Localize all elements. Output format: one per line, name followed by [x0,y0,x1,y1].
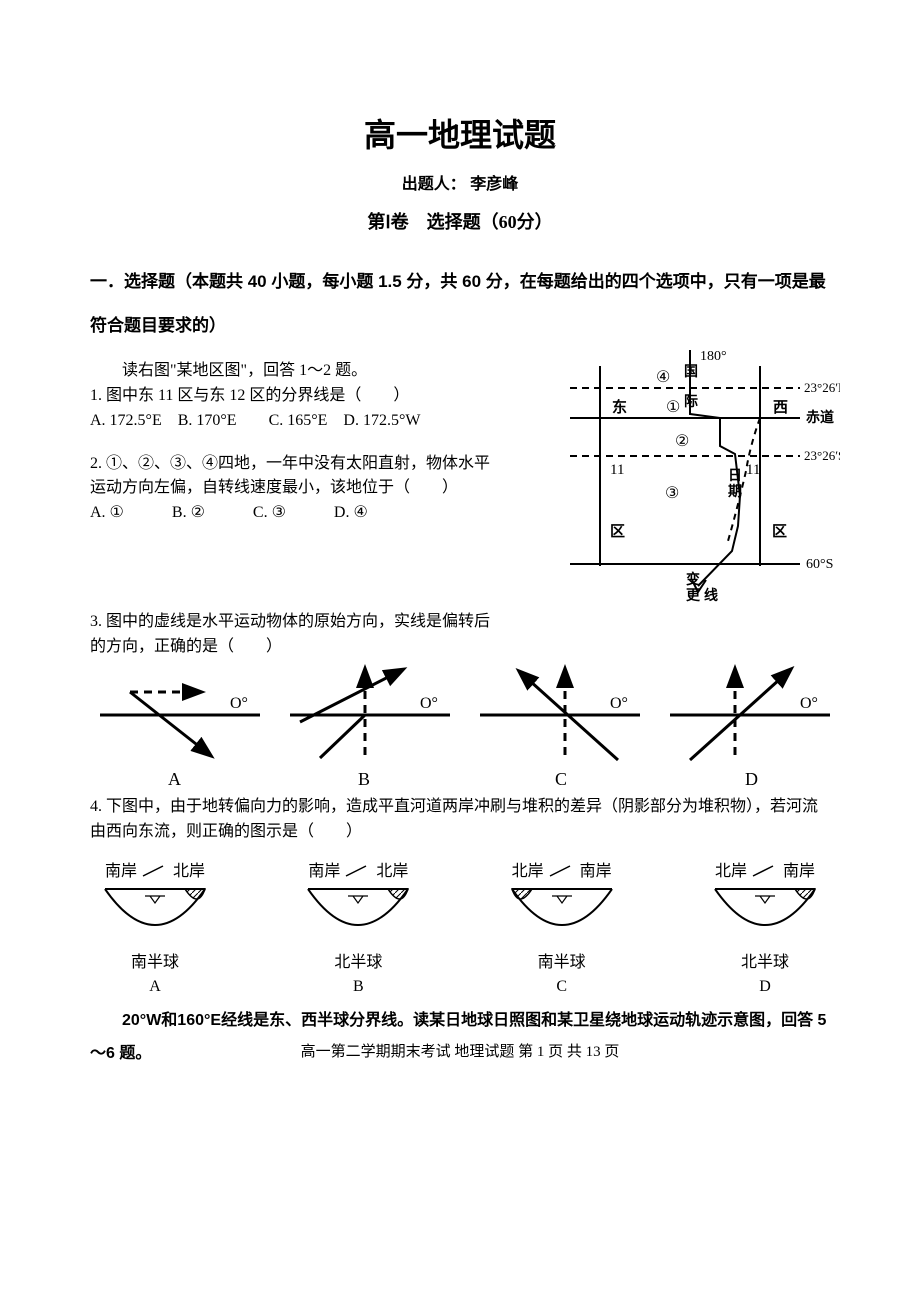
figure-1-map: 180° 23°26′N 赤道 23°26′S 60°S 东 西 11 11 区… [560,346,840,606]
fig3d-o: O° [800,695,818,712]
fig4c-hemi: 南半球 [497,948,627,972]
fig3b-o: O° [420,695,438,712]
page-footer: 高一第二学期期末考试 地理试题 第 1 页 共 13 页 [0,1040,920,1061]
fig3c-label: C [555,769,567,789]
fig1-c2: ② [675,433,689,450]
fig3c-o: O° [610,695,628,712]
fig3d-label: D [745,769,758,789]
figure-4-row: 南岸 北岸 南半球 A 南岸 北岸 [90,857,830,996]
fig4b-left: 南岸 [308,863,340,880]
fig1-tropic-s: 23°26′S [804,448,840,463]
fig3b-label: B [358,769,370,789]
fig1-vtext-2: 际 [684,394,698,410]
page: 高一地理试题 出题人： 李彦峰 第Ⅰ卷 选择题（60分） 一．选择题（本题共 4… [0,0,920,1111]
question-block-1-2: 读右图"某地区图"，回答 1～2 题。 1. 图中东 11 区与东 12 区的分… [90,358,830,598]
fig4-cell-d: 北岸 南岸 北半球 D [700,857,830,996]
author-label: 出题人： [402,176,466,193]
q2-stem-a: 2. ①、②、③、④四地，一年中没有太阳直射，物体水平 [90,452,570,477]
fig4b-right: 北岸 [376,863,408,880]
fig1-vtext-7: 线 [704,587,718,604]
fig1-vtext-5: 变 [686,571,700,588]
fig4a-right: 北岸 [173,863,205,880]
fig4b-hemi: 北半球 [293,948,423,972]
fig3a-o: O° [230,695,248,712]
q2-options: A. ① B. ② C. ③ D. ④ [90,501,570,526]
q2-stem-b: 运动方向左偏，自转线速度最小，该地位于（ ） [90,476,570,501]
fig4a-left: 南岸 [105,863,137,880]
q1-options: A. 172.5°E B. 170°E C. 165°E D. 172.5°W [90,409,570,434]
figure-3-row: O° A O° B O° C O° D [90,660,830,790]
fig4d-hemi: 北半球 [700,948,830,972]
fig4d-label: D [700,978,830,996]
fig1-11l: 11 [610,462,624,478]
fig4d-left: 北岸 [715,863,747,880]
fig1-vtext-4: 期 [728,484,742,500]
fig1-c4: ④ [656,369,670,386]
fig3a-label: A [168,769,181,789]
fig1-equator: 赤道 [806,409,834,426]
q1-stem: 1. 图中东 11 区与东 12 区的分界线是（ ） [90,384,570,409]
fig1-60s: 60°S [806,557,833,572]
author-name: 李彦峰 [470,176,518,193]
fig1-zone-r: 区 [772,523,787,540]
fig4a-label: A [90,978,220,996]
fig1-tropic-n: 23°26′N [804,380,840,395]
fig1-c3: ③ [665,485,679,502]
q3-stem-a: 3. 图中的虚线是水平运动物体的原始方向，实线是偏转后 [90,610,830,635]
instructions: 一．选择题（本题共 40 小题，每小题 1.5 分，共 60 分，在每题给出的四… [90,260,830,348]
fig4-cell-a: 南岸 北岸 南半球 A [90,857,220,996]
fig1-east: 东 [612,398,627,416]
fig1-zone-l: 区 [610,523,625,540]
fig4d-right: 南岸 [783,863,815,880]
fig4-cell-b: 南岸 北岸 北半球 B [293,857,423,996]
fig1-11r: 11 [746,462,760,478]
fig1-180: 180° [700,349,727,364]
fig4c-label: C [497,978,627,996]
q4-stem: 4. 下图中，由于地转偏向力的影响，造成平直河道两岸冲刷与堆积的差异（阴影部分为… [90,795,830,845]
fig1-vtext-6: 更 [686,588,701,604]
author-line: 出题人： 李彦峰 [90,170,830,194]
intro-q1: 读右图"某地区图"，回答 1～2 题。 [90,358,570,384]
fig1-vtext-1: 国 [684,364,698,380]
fig1-west: 西 [773,399,788,416]
section-header: 第Ⅰ卷 选择题（60分） [90,208,830,234]
page-title: 高一地理试题 [90,110,830,156]
q3-stem-b: 的方向，正确的是（ ） [90,635,830,660]
fig4-cell-c: 北岸 南岸 南半球 C [497,857,627,996]
fig1-c1: ① [666,399,680,416]
fig4a-hemi: 南半球 [90,948,220,972]
fig4c-left: 北岸 [512,863,544,880]
fig1-vtext-3: 日 [728,468,742,484]
fig4c-right: 南岸 [580,863,612,880]
fig4b-label: B [293,978,423,996]
